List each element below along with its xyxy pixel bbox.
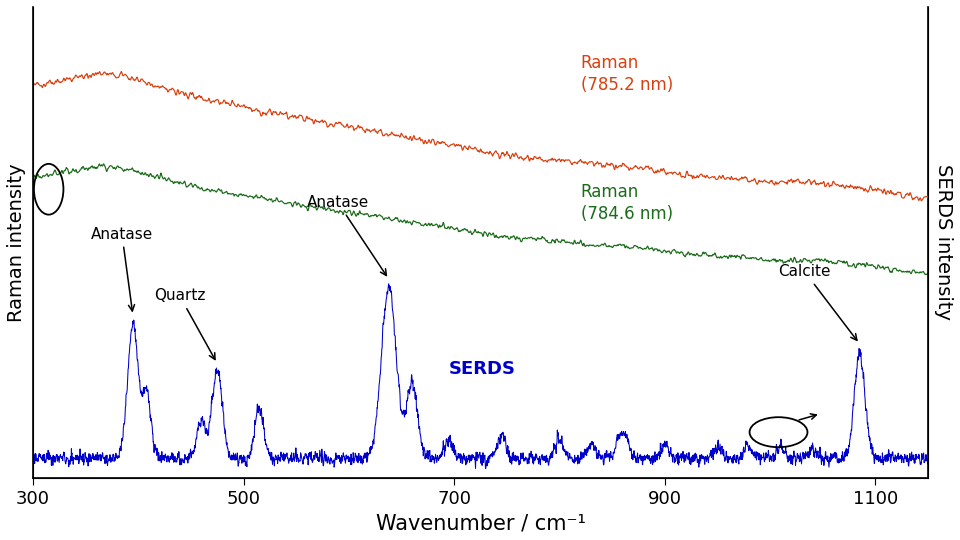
Y-axis label: SERDS intensity: SERDS intensity: [934, 164, 953, 320]
X-axis label: Wavenumber / cm⁻¹: Wavenumber / cm⁻¹: [375, 513, 586, 533]
Text: Anatase: Anatase: [306, 195, 386, 275]
Text: Quartz: Quartz: [154, 288, 215, 360]
Text: Raman
(784.6 nm): Raman (784.6 nm): [581, 183, 673, 223]
Text: Calcite: Calcite: [779, 264, 857, 340]
Text: Raman
(785.2 nm): Raman (785.2 nm): [581, 54, 673, 94]
Y-axis label: Raman intensity: Raman intensity: [7, 163, 26, 322]
Text: Anatase: Anatase: [91, 227, 153, 311]
Text: SERDS: SERDS: [449, 360, 516, 378]
